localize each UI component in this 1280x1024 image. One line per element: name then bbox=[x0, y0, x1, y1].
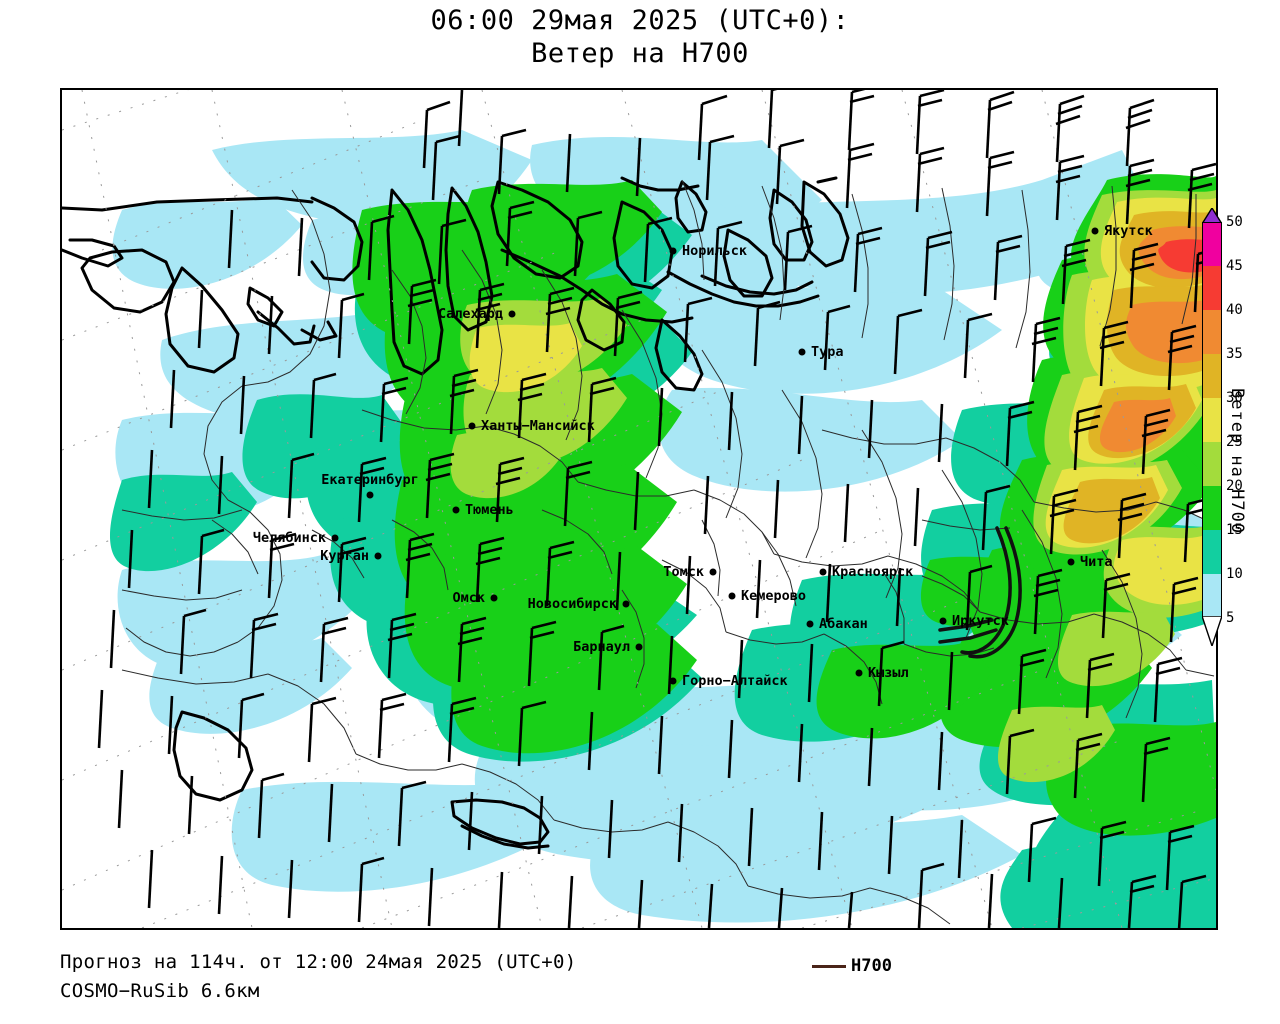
city-dot-icon bbox=[855, 669, 863, 677]
city-label: Горно−Алтайск bbox=[682, 673, 788, 689]
city-dot-icon bbox=[669, 247, 677, 255]
city-label: Кемерово bbox=[741, 588, 807, 604]
city-dot-icon bbox=[508, 310, 516, 318]
city-label: Курган bbox=[320, 548, 369, 564]
colorbar-tick-label: 50 bbox=[1226, 214, 1243, 230]
colorbar-tick-label: 45 bbox=[1226, 258, 1243, 274]
city-dot-icon bbox=[798, 348, 806, 356]
colorbar-tick-label: 35 bbox=[1226, 346, 1243, 362]
city-dot-icon bbox=[635, 643, 643, 651]
city-label: Салехард bbox=[437, 306, 503, 322]
colorbar-segment bbox=[1202, 222, 1222, 266]
city-dot-icon bbox=[806, 620, 814, 628]
city-dot-icon bbox=[819, 568, 827, 576]
colorbar-tick-label: 40 bbox=[1226, 302, 1243, 318]
legend-line-swatch bbox=[812, 964, 846, 968]
model-info: COSMO−RuSib 6.6км bbox=[60, 980, 260, 1002]
page-title: 06:00 29мая 2025 (UTC+0): Ветер на H700 bbox=[0, 4, 1280, 70]
administrative-borders bbox=[121, 179, 1215, 925]
city-label: Челябинск bbox=[252, 530, 326, 546]
city-label: Екатеринбург bbox=[321, 472, 419, 488]
colorbar-tick-label: 25 bbox=[1226, 434, 1243, 450]
colorbar-segment bbox=[1202, 310, 1222, 354]
colorbar-tick-label: 20 bbox=[1226, 478, 1243, 494]
colorbar-tick-label: 10 bbox=[1226, 566, 1243, 582]
footer: Прогноз на 114ч. от 12:00 24мая 2025 (UT… bbox=[60, 948, 1240, 1006]
colorbar-segment bbox=[1202, 442, 1222, 486]
city-label: Ханты−Мансийск bbox=[481, 418, 595, 434]
city-dot-icon bbox=[728, 592, 736, 600]
city-dot-icon bbox=[468, 422, 476, 430]
title-parameter: Ветер на H700 bbox=[531, 38, 749, 69]
colorbar-segment bbox=[1202, 574, 1222, 618]
city-dot-icon bbox=[366, 491, 374, 499]
city-label: Абакан bbox=[819, 616, 868, 632]
city-label: Норильск bbox=[682, 243, 748, 259]
city-dot-icon bbox=[490, 594, 498, 602]
city-label: Барнаул bbox=[573, 639, 630, 655]
city-label: Иркутск bbox=[952, 613, 1009, 629]
city-label: Томск bbox=[663, 564, 704, 580]
city-label: Чита bbox=[1080, 554, 1113, 570]
city-dot-icon bbox=[331, 534, 339, 542]
city-dot-icon bbox=[939, 617, 947, 625]
city-dot-icon bbox=[452, 506, 460, 514]
city-label: Тура bbox=[811, 344, 844, 360]
map-canvas bbox=[62, 90, 1216, 928]
city-dot-icon bbox=[1067, 558, 1075, 566]
colorbar-axis-title: Ветер на H700 bbox=[1227, 388, 1247, 535]
colorbar-segment bbox=[1202, 354, 1222, 398]
city-label: Новосибирск bbox=[527, 596, 617, 612]
forecast-info: Прогноз на 114ч. от 12:00 24мая 2025 (UT… bbox=[60, 951, 577, 973]
colorbar-tick-label: 15 bbox=[1226, 522, 1243, 538]
city-dot-icon bbox=[622, 600, 630, 608]
legend-h700-label: H700 bbox=[851, 956, 892, 976]
colorbar-segment bbox=[1202, 530, 1222, 574]
colorbar: 5 10 15 20 25 30 35 40 45 50 bbox=[1202, 215, 1243, 625]
colorbar-tick-label: 5 bbox=[1226, 610, 1235, 626]
city-dot-icon bbox=[374, 552, 382, 560]
title-datetime: 06:00 29мая 2025 (UTC+0): bbox=[430, 5, 850, 36]
colorbar-segment bbox=[1202, 486, 1222, 530]
colorbar-tick-label: 30 bbox=[1226, 390, 1243, 406]
city-label: Якутск bbox=[1104, 223, 1153, 239]
colorbar-segment bbox=[1202, 398, 1222, 442]
city-dot-icon bbox=[669, 677, 677, 685]
map-frame: Норильск Тура Якутск Салехард Ханты−Мансийск… bbox=[60, 88, 1218, 930]
city-label: Кызыл bbox=[868, 665, 909, 681]
city-dot-icon bbox=[709, 568, 717, 576]
city-label: Тюмень bbox=[465, 502, 514, 518]
colorbar-segment bbox=[1202, 266, 1222, 310]
legend-h700: H700 bbox=[812, 956, 892, 976]
city-label: Красноярск bbox=[832, 564, 914, 580]
coastlines bbox=[62, 176, 850, 850]
wind-barbs bbox=[97, 90, 1216, 928]
city-dot-icon bbox=[1091, 227, 1099, 235]
city-label: Омск bbox=[452, 590, 485, 606]
colorbar-under-arrow bbox=[1201, 615, 1223, 649]
